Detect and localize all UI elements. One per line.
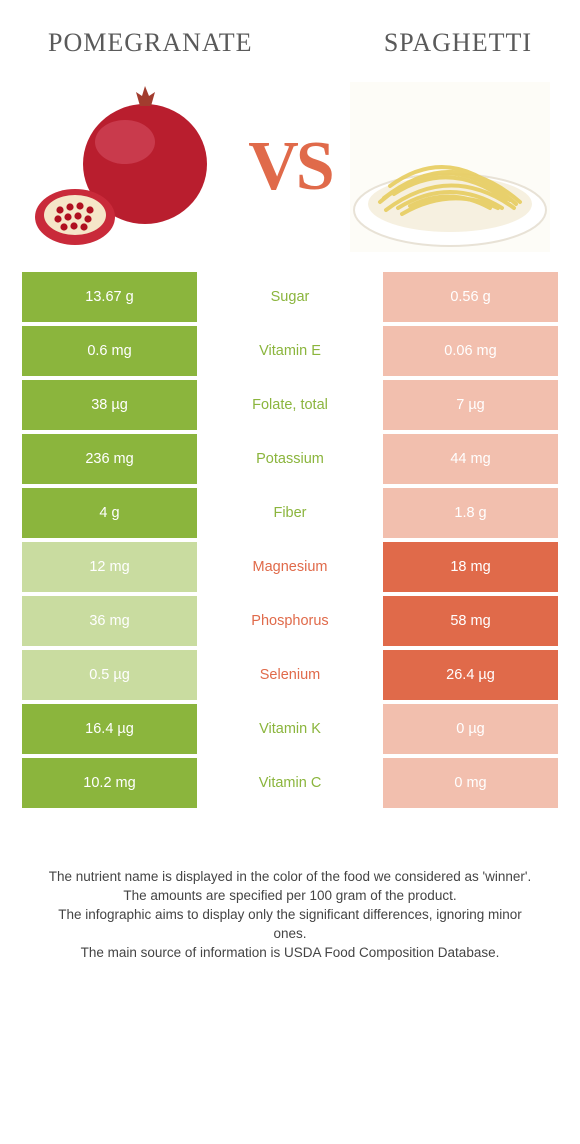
nutrient-name-cell: Sugar [197,272,383,322]
left-value-cell: 38 µg [22,380,197,430]
right-value-cell: 1.8 g [383,488,558,538]
nutrient-name-cell: Phosphorus [197,596,383,646]
vs-label: VS [248,127,331,207]
left-value-cell: 16.4 µg [22,704,197,754]
right-value-cell: 0.06 mg [383,326,558,376]
right-food-image [350,82,550,252]
left-value-cell: 13.67 g [22,272,197,322]
nutrient-name-cell: Vitamin E [197,326,383,376]
table-row: 13.67 gSugar0.56 g [22,272,558,322]
table-row: 12 mgMagnesium18 mg [22,542,558,592]
right-value-cell: 58 mg [383,596,558,646]
left-value-cell: 12 mg [22,542,197,592]
nutrient-name-cell: Selenium [197,650,383,700]
note-line: The nutrient name is displayed in the co… [40,868,540,886]
nutrient-name-cell: Fiber [197,488,383,538]
note-line: The infographic aims to display only the… [40,906,540,942]
right-value-cell: 18 mg [383,542,558,592]
left-value-cell: 236 mg [22,434,197,484]
right-value-cell: 0 µg [383,704,558,754]
right-value-cell: 0 mg [383,758,558,808]
table-row: 4 gFiber1.8 g [22,488,558,538]
nutrient-name-cell: Folate, total [197,380,383,430]
table-row: 16.4 µgVitamin K0 µg [22,704,558,754]
table-row: 38 µgFolate, total7 µg [22,380,558,430]
left-value-cell: 4 g [22,488,197,538]
header: POMEGRANATE SPAGHETTI [0,0,580,76]
hero-row: VS [0,76,580,272]
right-value-cell: 44 mg [383,434,558,484]
notes: The nutrient name is displayed in the co… [0,812,580,962]
note-line: The main source of information is USDA F… [40,944,540,962]
right-food-title: SPAGHETTI [384,28,532,58]
table-row: 36 mgPhosphorus58 mg [22,596,558,646]
left-food-image [30,82,230,252]
nutrient-name-cell: Vitamin K [197,704,383,754]
table-row: 10.2 mgVitamin C0 mg [22,758,558,808]
right-value-cell: 7 µg [383,380,558,430]
left-value-cell: 0.5 µg [22,650,197,700]
nutrient-name-cell: Potassium [197,434,383,484]
left-value-cell: 10.2 mg [22,758,197,808]
left-value-cell: 36 mg [22,596,197,646]
right-value-cell: 0.56 g [383,272,558,322]
note-line: The amounts are specified per 100 gram o… [40,887,540,905]
nutrient-name-cell: Magnesium [197,542,383,592]
right-value-cell: 26.4 µg [383,650,558,700]
table-row: 236 mgPotassium44 mg [22,434,558,484]
nutrient-table: 13.67 gSugar0.56 g0.6 mgVitamin E0.06 mg… [0,272,580,808]
nutrient-name-cell: Vitamin C [197,758,383,808]
left-food-title: POMEGRANATE [48,28,253,58]
table-row: 0.6 mgVitamin E0.06 mg [22,326,558,376]
left-value-cell: 0.6 mg [22,326,197,376]
table-row: 0.5 µgSelenium26.4 µg [22,650,558,700]
